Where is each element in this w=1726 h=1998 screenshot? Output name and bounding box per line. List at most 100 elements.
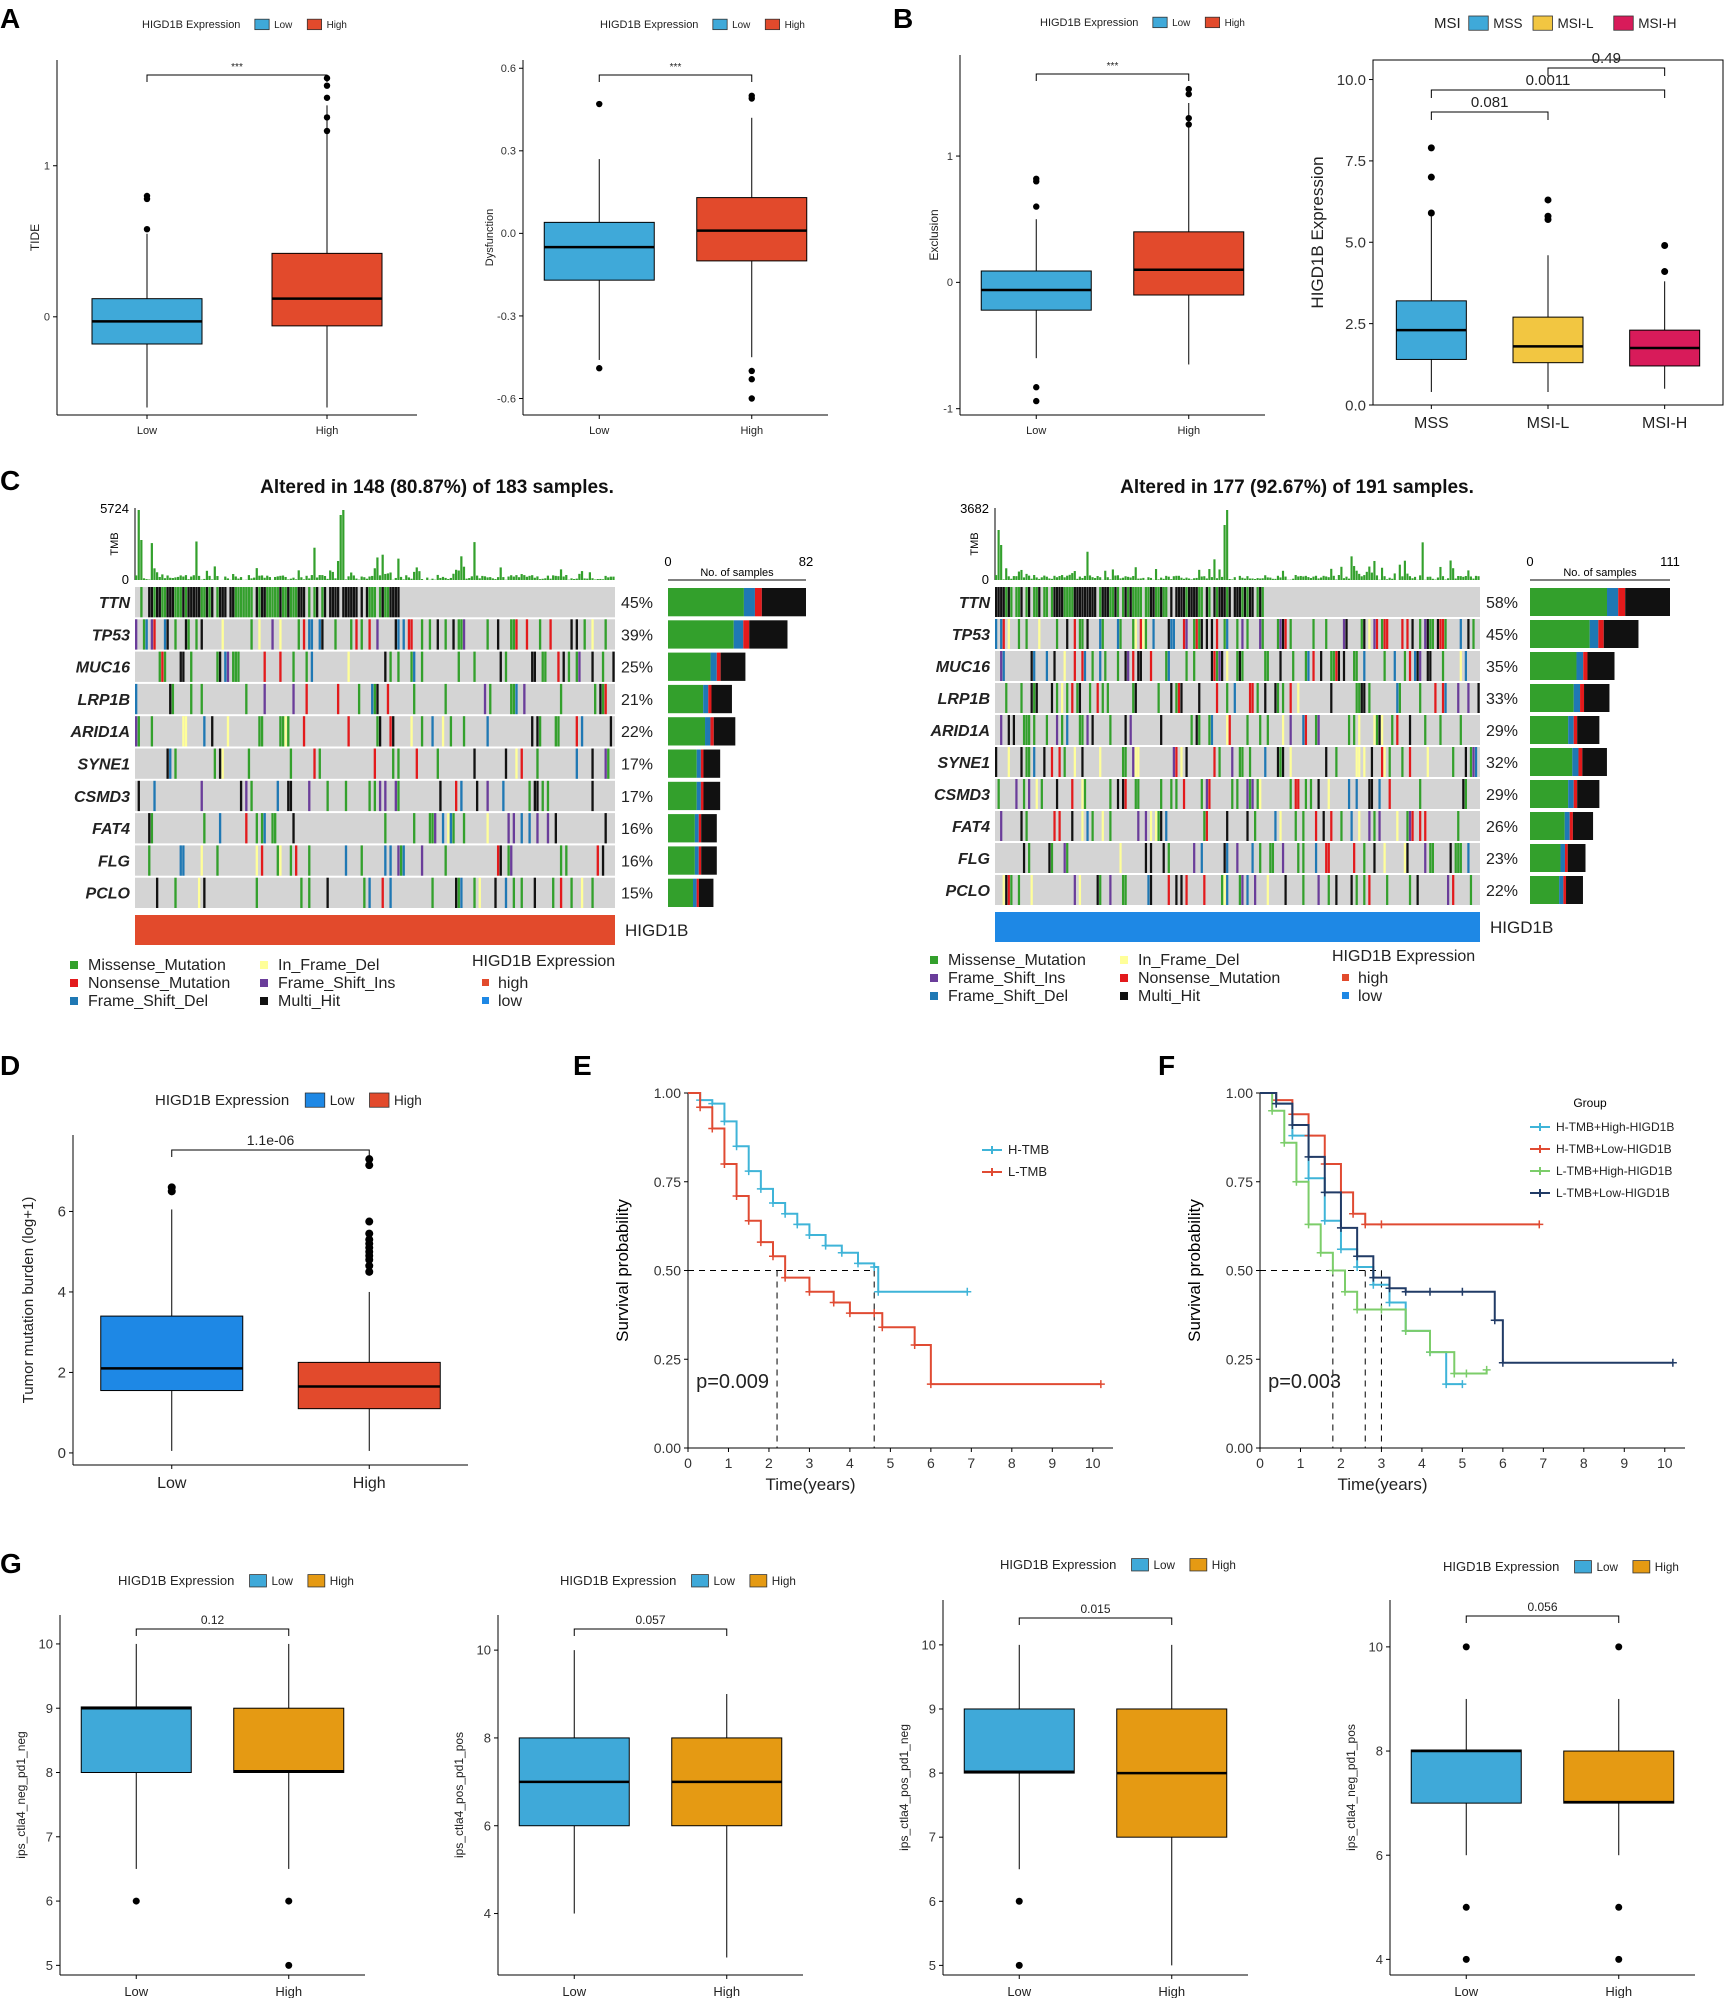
censor-mark bbox=[1272, 1099, 1281, 1108]
outlier-point bbox=[1185, 114, 1192, 122]
mutation-cell bbox=[200, 845, 203, 876]
censor-mark bbox=[1462, 1369, 1471, 1378]
mutation-cell bbox=[1261, 587, 1264, 617]
tmb-bar bbox=[378, 575, 382, 580]
mutation-cell bbox=[368, 780, 371, 812]
mutation-cell bbox=[1005, 683, 1008, 713]
count-bar-segment bbox=[754, 588, 762, 617]
legend-key-low bbox=[712, 18, 728, 31]
mutation-cell bbox=[1038, 619, 1041, 649]
mutation-cell bbox=[1358, 715, 1361, 745]
mutation-cell bbox=[1175, 875, 1178, 905]
censor-mark bbox=[805, 1231, 814, 1239]
mutation-cell bbox=[250, 587, 253, 618]
mutation-cell bbox=[504, 651, 508, 682]
legend-key-low bbox=[254, 18, 270, 31]
mutation-legend-key bbox=[260, 979, 268, 987]
mutation-cell bbox=[1383, 747, 1386, 777]
mutation-cell bbox=[1147, 875, 1150, 905]
mutation-cell bbox=[1337, 651, 1341, 681]
tmb-bar bbox=[1284, 576, 1287, 580]
mutation-cell bbox=[504, 748, 508, 779]
censor-mark bbox=[821, 1241, 830, 1250]
tmb-bar bbox=[1297, 576, 1300, 580]
mutation-cell bbox=[150, 716, 154, 747]
censor-mark bbox=[1458, 1287, 1467, 1296]
mutation-cell bbox=[171, 683, 175, 715]
mutation-cell bbox=[300, 877, 303, 908]
gene-percent: 17% bbox=[621, 756, 653, 773]
tmb-bar bbox=[1337, 575, 1340, 580]
censor-mark bbox=[708, 1124, 717, 1133]
tmb-bar bbox=[1403, 560, 1406, 580]
mutation-cell bbox=[1271, 843, 1275, 873]
mutation-cell bbox=[1050, 587, 1054, 617]
mutation-cell bbox=[1266, 715, 1269, 745]
tmb-bar bbox=[1091, 577, 1094, 580]
mutation-cell bbox=[1309, 779, 1313, 809]
mutation-cell bbox=[475, 780, 479, 812]
mutation-cell bbox=[276, 587, 279, 618]
outlier-point bbox=[365, 1255, 374, 1264]
mutation-cell bbox=[1360, 683, 1363, 713]
count-bar-segment bbox=[700, 781, 704, 811]
y-tick-label: -0.6 bbox=[497, 393, 516, 405]
x-tick-label: Low bbox=[1454, 1984, 1478, 1998]
censor-mark bbox=[1426, 1287, 1434, 1296]
gene-percent: 45% bbox=[621, 595, 653, 612]
mutation-cell bbox=[1139, 651, 1142, 681]
legend-item: High bbox=[327, 20, 347, 31]
mutation-cell bbox=[431, 877, 434, 908]
mutation-cell bbox=[1264, 651, 1267, 681]
mutation-cell bbox=[612, 651, 615, 682]
mutation-cell bbox=[150, 619, 154, 650]
tmb-bar bbox=[552, 575, 555, 580]
mutation-cell bbox=[1040, 779, 1043, 809]
mutation-cell bbox=[1431, 843, 1434, 873]
count-bar-segment bbox=[1559, 876, 1564, 904]
outlier-point bbox=[365, 1229, 374, 1238]
tmb-bar bbox=[1160, 577, 1163, 580]
count-bar-segment bbox=[710, 717, 714, 746]
x-tick-label: High bbox=[275, 1984, 302, 1998]
mutation-cell bbox=[1182, 587, 1186, 617]
tmb-bar bbox=[1342, 578, 1346, 580]
mutation-cell bbox=[1170, 587, 1173, 617]
legend-item: High bbox=[1225, 18, 1245, 29]
mutation-cell bbox=[169, 587, 172, 618]
censor-mark bbox=[720, 1160, 729, 1168]
legend-item: Low bbox=[1153, 1559, 1175, 1572]
mutation-cell bbox=[258, 619, 261, 650]
mutation-cell bbox=[1368, 811, 1371, 841]
survival-curve-h-tmb+high-higd1b bbox=[1260, 1092, 1463, 1386]
mutation-cell bbox=[1033, 747, 1036, 777]
tmb-bar bbox=[1172, 576, 1175, 580]
mutation-cell bbox=[1045, 651, 1049, 681]
tmb-bar bbox=[1373, 560, 1376, 580]
outlier-point bbox=[1661, 268, 1669, 276]
mutation-cell bbox=[580, 716, 584, 747]
x-tick-label: 3 bbox=[806, 1455, 814, 1471]
significance-label: *** bbox=[231, 62, 243, 73]
mutation-cell bbox=[1256, 587, 1259, 617]
mutation-cell bbox=[1020, 587, 1023, 617]
tmb-bar bbox=[1154, 569, 1158, 580]
tmb-bar bbox=[1452, 568, 1455, 580]
tmb-bar bbox=[1096, 576, 1099, 580]
mutation-cell bbox=[1355, 651, 1358, 681]
legend-title: HIGD1B Expression bbox=[560, 1573, 676, 1588]
count-bar-segment bbox=[698, 814, 702, 843]
mutation-cell bbox=[512, 877, 516, 908]
mutation-cell bbox=[557, 651, 560, 682]
mutation-cell bbox=[1200, 587, 1203, 617]
mutation-legend-key bbox=[1120, 956, 1128, 964]
expression-legend-title: HIGD1B Expression bbox=[1332, 948, 1475, 965]
y-tick-label: 10 bbox=[922, 1637, 936, 1652]
mutation-cell bbox=[1241, 651, 1244, 681]
mutation-cell bbox=[239, 780, 243, 812]
tmb-bar bbox=[546, 575, 550, 580]
mutation-cell bbox=[1137, 651, 1140, 681]
tmb-bar bbox=[352, 575, 355, 580]
tmb-bar bbox=[1355, 570, 1358, 580]
tmb-bar bbox=[1462, 576, 1465, 580]
